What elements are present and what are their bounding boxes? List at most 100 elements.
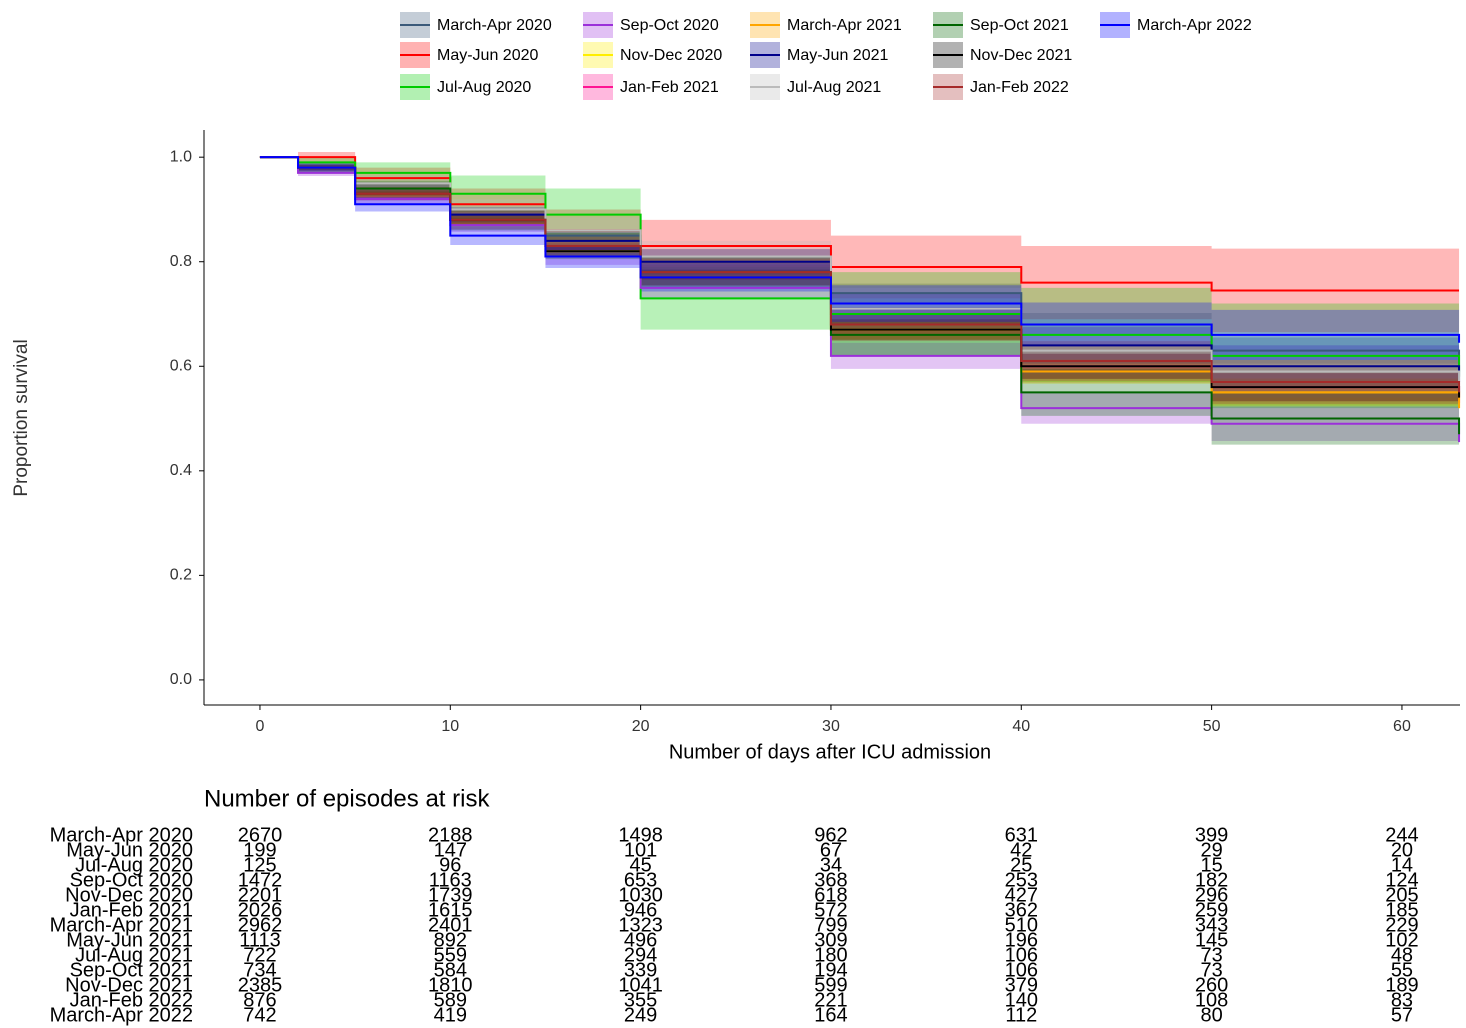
y-tick-label: 1.0 [170,148,192,165]
risk-count: 427 [1005,884,1038,906]
risk-count: 1498 [618,824,663,846]
risk-count: 2670 [238,824,283,846]
y-tick-label: 0.0 [170,671,192,688]
risk-count: 1323 [618,914,663,936]
risk-count: 1163 [429,869,472,891]
risk-count: 962 [814,824,847,846]
risk-row-label: Sep-Oct 2021 [70,959,193,981]
risk-count: 496 [624,929,657,951]
risk-count: 589 [434,989,467,1011]
risk-count: 101 [624,839,657,861]
risk-count: 355 [624,989,657,1011]
risk-count: 892 [434,929,467,951]
risk-row-label: Jan-Feb 2022 [70,989,193,1011]
risk-count: 339 [624,959,657,981]
risk-row-label: Jul-Aug 2021 [75,944,193,966]
risk-count: 25 [1010,854,1032,876]
risk-count: 106 [1005,959,1038,981]
risk-count: 73 [1200,944,1222,966]
risk-count: 653 [624,869,657,891]
legend-label: March-Apr 2020 [437,17,552,34]
y-axis-label: Proportion survival [11,339,32,496]
x-axis-label: Number of days after ICU admission [669,741,991,763]
risk-count: 140 [1005,989,1038,1011]
risk-count: 164 [814,1004,847,1026]
risk-count: 742 [243,1004,276,1026]
risk-count: 185 [1385,899,1418,921]
risk-count: 125 [243,854,276,876]
risk-count: 244 [1385,824,1418,846]
risk-count: 309 [814,929,847,951]
confidence-band [259,157,1460,372]
confidence-band [259,157,1460,388]
risk-count: 734 [243,959,276,981]
risk-count: 182 [1195,869,1228,891]
risk-count: 108 [1195,989,1228,1011]
risk-table-title: Number of episodes at risk [204,785,490,812]
risk-row-label: Nov-Dec 2020 [65,884,193,906]
confidence-band [259,157,1460,424]
risk-count: 221 [814,989,847,1011]
risk-count: 368 [814,869,847,891]
legend-label: Jan-Feb 2021 [620,79,719,96]
risk-count: 42 [1010,839,1032,861]
risk-count: 96 [439,854,461,876]
risk-row-label: March-Apr 2022 [50,1004,193,1026]
confidence-band [259,157,1460,463]
risk-count: 876 [243,989,276,1011]
risk-row-label: Sep-Oct 2020 [70,869,193,891]
risk-count: 229 [1385,914,1418,936]
risk-row-label: Jan-Feb 2021 [70,899,193,921]
risk-count: 618 [814,884,847,906]
risk-count: 946 [624,899,657,921]
legend-label: Jan-Feb 2022 [970,79,1069,96]
risk-count: 296 [1195,884,1228,906]
risk-count: 83 [1391,989,1413,1011]
risk-count: 584 [434,959,467,981]
x-tick-label: 40 [1012,718,1030,735]
risk-count: 379 [1005,974,1038,996]
risk-row-label: Nov-Dec 2021 [65,974,193,996]
risk-count: 48 [1391,944,1413,966]
x-tick-label: 20 [632,718,650,735]
risk-count: 722 [243,944,276,966]
risk-count: 199 [243,839,276,861]
risk-count: 196 [1005,929,1038,951]
risk-count: 2962 [238,914,283,936]
risk-count: 194 [814,959,847,981]
risk-count: 55 [1391,959,1413,981]
risk-count: 2401 [428,914,473,936]
risk-count: 2188 [428,824,473,846]
risk-count: 45 [629,854,651,876]
legend-label: Jul-Aug 2021 [787,79,881,96]
risk-count: 631 [1005,824,1038,846]
confidence-band [259,157,1460,435]
risk-count: 20 [1391,839,1413,861]
risk-row-label: Jul-Aug 2020 [75,854,193,876]
risk-count: 259 [1195,899,1228,921]
risk-count: 80 [1200,1004,1222,1026]
risk-count: 180 [814,944,847,966]
legend-label: Jul-Aug 2020 [437,79,531,96]
risk-count: 1030 [618,884,663,906]
risk-row-label: May-Jun 2021 [66,929,193,951]
legend-label: Nov-Dec 2020 [620,47,722,64]
risk-count: 29 [1200,839,1222,861]
confidence-band [259,157,1460,406]
legend-label: March-Apr 2021 [787,17,902,34]
risk-count: 294 [624,944,657,966]
legend-label: Nov-Dec 2021 [970,47,1072,64]
risk-count: 34 [820,854,842,876]
risk-count: 14 [1391,854,1413,876]
risk-count: 1041 [618,974,663,996]
survival-curve [259,156,1461,343]
risk-count: 73 [1200,959,1222,981]
legend-label: March-Apr 2022 [1137,17,1252,34]
risk-count: 1810 [428,974,473,996]
risk-count: 343 [1195,914,1228,936]
risk-count: 249 [624,1004,657,1026]
x-tick-label: 50 [1203,718,1221,735]
risk-count: 189 [1385,974,1418,996]
y-tick-label: 0.2 [170,567,192,584]
